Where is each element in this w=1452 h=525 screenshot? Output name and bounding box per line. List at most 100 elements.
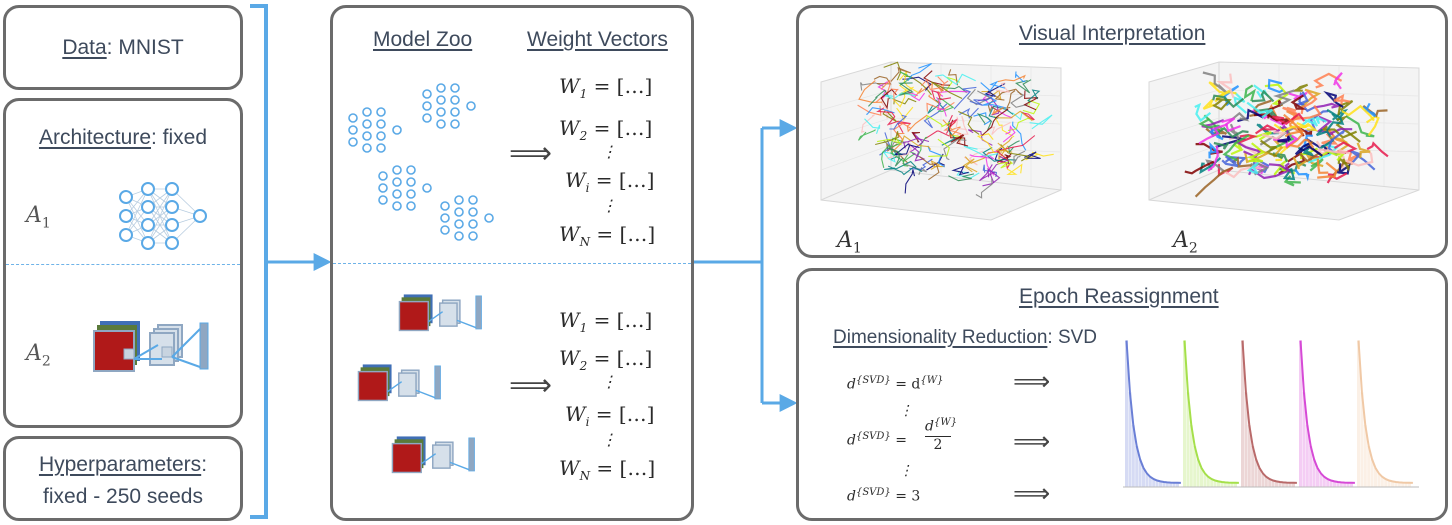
trajectory-line bbox=[1002, 125, 1016, 143]
trajectory-line bbox=[1012, 121, 1027, 151]
spectrum-bar bbox=[1319, 473, 1323, 487]
spectrum-bar bbox=[1247, 425, 1251, 487]
weight-row: WN = […] bbox=[559, 456, 656, 483]
trajectory-line bbox=[996, 153, 1012, 163]
spectrum-bar bbox=[1152, 479, 1156, 487]
trajectory-line bbox=[1184, 160, 1215, 175]
trajectory-line bbox=[1273, 121, 1307, 132]
trajectory-line bbox=[1283, 175, 1301, 187]
trajectory-line bbox=[1362, 105, 1388, 118]
trajectory-line bbox=[997, 74, 1026, 83]
trajectory-line bbox=[1213, 141, 1230, 150]
scatter-3d-a2 bbox=[1148, 61, 1420, 221]
spectrum-bar bbox=[1200, 467, 1203, 487]
spectrum-bar bbox=[1165, 482, 1169, 487]
trajectory-line bbox=[1315, 140, 1330, 156]
trajectory-line bbox=[1256, 123, 1280, 135]
trajectory-line bbox=[994, 115, 1015, 138]
trajectory-line bbox=[1261, 131, 1287, 140]
spectrum-curve bbox=[1299, 340, 1355, 484]
implies-icon: ⟹ bbox=[509, 136, 553, 171]
trajectory-line bbox=[956, 115, 969, 136]
trajectory-line bbox=[982, 164, 998, 177]
implies-icon: ⟹ bbox=[1013, 367, 1051, 397]
trajectory-line bbox=[1221, 155, 1239, 168]
weight-row: W1 = […] bbox=[559, 308, 653, 335]
trajectory-line bbox=[926, 153, 946, 171]
trajectory-line bbox=[886, 146, 904, 167]
trajectory-line bbox=[1233, 91, 1248, 114]
trajectory-line bbox=[890, 152, 909, 167]
trajectory-line bbox=[1023, 90, 1039, 111]
hyperparameters-label: Hyperparameters bbox=[38, 453, 202, 476]
spectrum-bar bbox=[1408, 482, 1411, 487]
spectrum-bar bbox=[1203, 473, 1207, 487]
trajectory-line bbox=[906, 114, 928, 133]
zoo-divider bbox=[333, 263, 691, 264]
spectrum-bar bbox=[1193, 446, 1197, 487]
trajectory-line bbox=[1268, 162, 1292, 174]
trajectory-line bbox=[883, 61, 902, 81]
trajectory-line bbox=[1216, 73, 1235, 98]
spectrum-bar bbox=[1142, 467, 1145, 487]
trajectory-line bbox=[891, 87, 907, 108]
mlp-zoo-icons bbox=[348, 83, 494, 241]
trajectory-line bbox=[1307, 143, 1339, 164]
trajectory-line bbox=[1272, 152, 1289, 163]
trajectory-line bbox=[1237, 133, 1258, 144]
spectrum-bar bbox=[1394, 481, 1398, 487]
equation-three: d{SVD} = 3 bbox=[847, 487, 921, 505]
spectrum-bar bbox=[1162, 481, 1166, 487]
spectrum-bar bbox=[1329, 480, 1333, 487]
spectrum-bar bbox=[1206, 476, 1210, 487]
weight-row: W2 = […] bbox=[559, 116, 653, 143]
trajectory-line bbox=[975, 178, 993, 199]
spectrum-bar bbox=[1278, 481, 1282, 487]
epoch-reassignment-title: Epoch Reassignment bbox=[1019, 285, 1219, 308]
trajectory-line bbox=[969, 94, 996, 106]
implies-icon: ⟹ bbox=[509, 368, 553, 403]
trajectory-line bbox=[925, 115, 950, 128]
trajectory-line bbox=[981, 108, 1009, 136]
spectrum-bar bbox=[1370, 459, 1374, 487]
trajectory-line bbox=[877, 136, 902, 146]
trajectory-line bbox=[937, 76, 949, 94]
vdots: ⋮ bbox=[601, 196, 617, 215]
spectrum-bar bbox=[1213, 480, 1217, 487]
spectrum-bar bbox=[1176, 482, 1179, 487]
trajectory-line bbox=[1344, 150, 1374, 167]
trajectory-line bbox=[1341, 104, 1375, 122]
spectrum-bar bbox=[1145, 473, 1149, 487]
spectrum-bar bbox=[1189, 425, 1193, 487]
trajectory-line bbox=[987, 100, 1001, 114]
spectrum-bar bbox=[1336, 481, 1340, 487]
trajectory-line bbox=[1015, 79, 1032, 94]
trajectory-line bbox=[966, 88, 992, 106]
trajectory-line bbox=[1243, 84, 1256, 102]
spectrum-bar bbox=[1374, 467, 1377, 487]
trajectory-line bbox=[904, 169, 916, 194]
trajectory-line bbox=[1029, 114, 1053, 130]
trajectory-line bbox=[920, 78, 944, 91]
trajectory-line bbox=[916, 136, 928, 159]
trajectory-line bbox=[1318, 150, 1347, 162]
architecture-value: : fixed bbox=[151, 126, 208, 149]
trajectory-line bbox=[1333, 93, 1351, 105]
vdots: ⋮ bbox=[899, 463, 913, 479]
trajectory-line bbox=[875, 131, 899, 146]
trajectory-line bbox=[860, 82, 885, 91]
trajectory-line bbox=[1302, 122, 1319, 132]
singular-value-histograms bbox=[1123, 340, 1419, 488]
spectrum-bar bbox=[1350, 482, 1353, 487]
trajectory-line bbox=[899, 71, 912, 86]
trajectory-line bbox=[1366, 141, 1389, 158]
spectrum-bar bbox=[1346, 482, 1350, 487]
trajectory-line bbox=[1283, 113, 1305, 138]
scatter-trajectories bbox=[1184, 71, 1389, 198]
visual-interpretation-box: Visual Interpretation A1 A2 bbox=[796, 5, 1448, 258]
architecture-label: Architecture bbox=[38, 126, 151, 149]
trajectory-line bbox=[1293, 83, 1309, 92]
spectrum-bar bbox=[1309, 446, 1313, 487]
spectrum-bar bbox=[1322, 476, 1326, 487]
spectrum-bar bbox=[1138, 459, 1142, 487]
